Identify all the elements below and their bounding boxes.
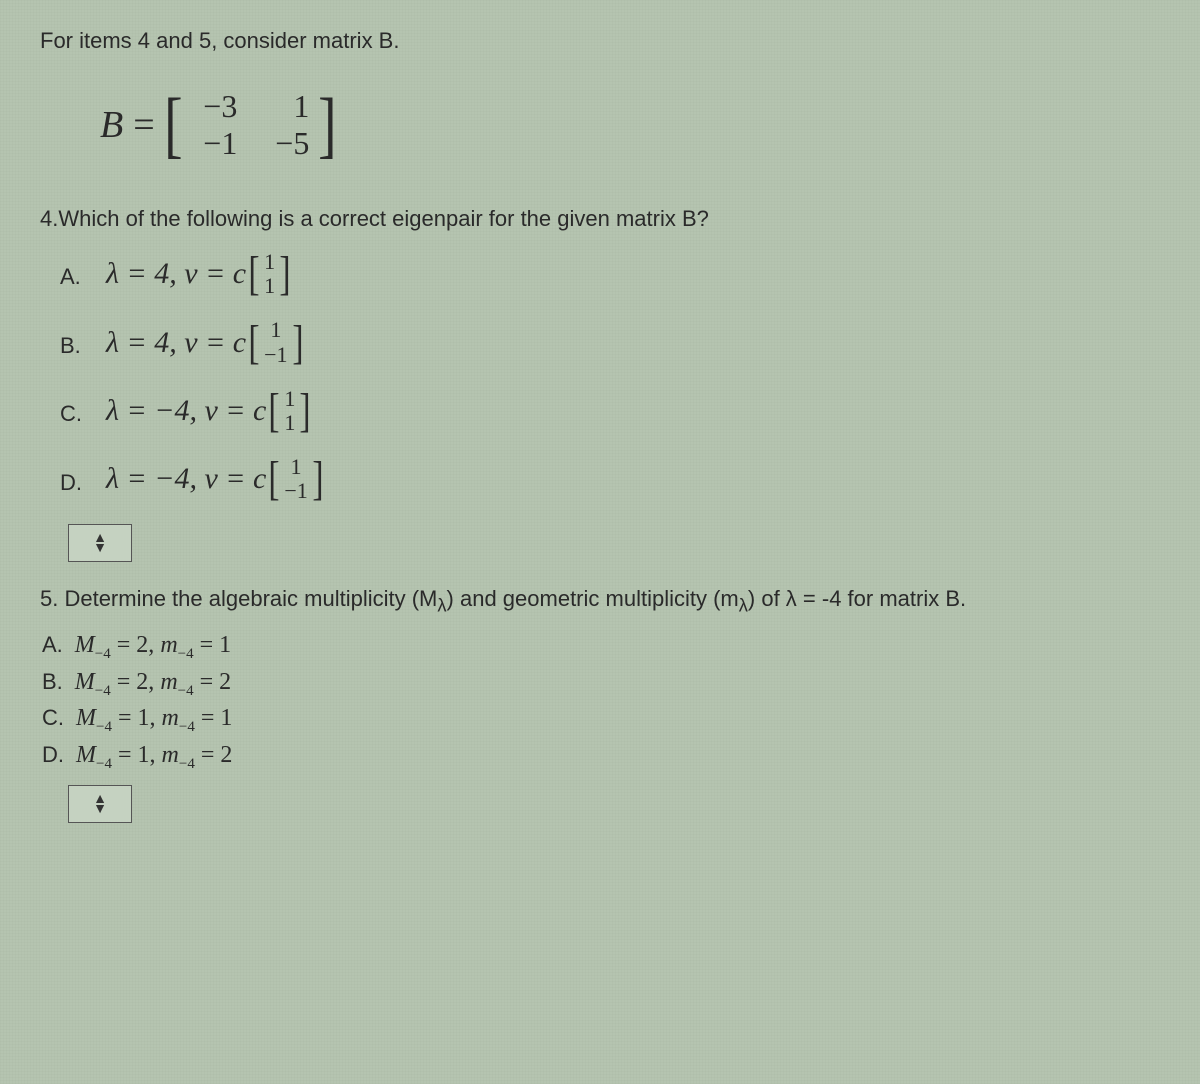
option-letter: A. xyxy=(60,264,88,298)
M-sym: M xyxy=(75,632,95,658)
left-bracket: [ xyxy=(249,319,260,367)
m-sym: m xyxy=(162,742,179,768)
m-sub: −4 xyxy=(178,682,194,698)
vec-bot: 1 xyxy=(284,411,295,435)
m-val: = 1 xyxy=(201,705,233,731)
q4-answer-dropdown[interactable]: ▲▼ xyxy=(68,524,132,562)
m-val: = 1 xyxy=(200,632,232,658)
right-bracket: ] xyxy=(318,88,336,162)
q5-option-b: B. M−4 = 2, m−4 = 2 xyxy=(42,669,1160,700)
q5-answer-dropdown[interactable]: ▲▼ xyxy=(68,785,132,823)
q5-option-d: D. M−4 = 1, m−4 = 2 xyxy=(42,742,1160,773)
option-math: λ = 4, v = c [ 1 1 ] xyxy=(106,250,293,298)
m-cell-00: −3 xyxy=(191,88,237,125)
vec-bot: 1 xyxy=(264,274,275,298)
lambda-part: λ = 4, xyxy=(106,326,177,360)
vec-cells: 1 −1 xyxy=(262,318,289,366)
m-sub: −4 xyxy=(179,719,195,735)
option-letter: B. xyxy=(60,333,88,367)
vec-cells: 1 1 xyxy=(282,387,297,435)
vec-top: 1 xyxy=(284,455,307,479)
v-part: v = c xyxy=(184,257,246,291)
vec-bot: −1 xyxy=(264,343,287,367)
lambda-part: λ = −4, xyxy=(106,462,197,496)
m-val: = 2 xyxy=(200,669,232,695)
eq-sign: = xyxy=(133,103,154,147)
left-bracket: [ xyxy=(269,455,280,503)
M-sub: −4 xyxy=(95,682,111,698)
M-sub: −4 xyxy=(96,756,112,772)
dropdown-caret-icon: ▲▼ xyxy=(93,794,107,814)
q5-text-mid: ) and geometric multiplicity (m xyxy=(447,586,739,611)
M-val: = 2, xyxy=(117,632,155,658)
lambda-part: λ = −4, xyxy=(106,394,197,428)
left-bracket: [ xyxy=(249,250,260,298)
matrix-cells: −3 1 −1 −5 xyxy=(185,84,315,166)
M-sym: M xyxy=(76,705,96,731)
q5-text: 5. Determine the algebraic multiplicity … xyxy=(40,586,1160,616)
right-bracket: ] xyxy=(280,250,291,298)
M-sym: M xyxy=(76,742,96,768)
m-sym: m xyxy=(162,705,179,731)
M-sym: M xyxy=(75,669,95,695)
right-bracket: ] xyxy=(312,455,323,503)
q5-options: A. M−4 = 2, m−4 = 1 B. M−4 = 2, m−4 = 2 … xyxy=(42,632,1160,773)
M-val: = 2, xyxy=(117,669,155,695)
option-letter: A. xyxy=(42,632,63,657)
q5-text-pre: 5. Determine the algebraic multiplicity … xyxy=(40,586,437,611)
m-sym: m xyxy=(160,632,177,658)
q4-text: 4.Which of the following is a correct ei… xyxy=(40,206,1160,232)
v-part: v = c xyxy=(184,326,246,360)
option-letter: D. xyxy=(42,742,64,767)
q5-sub1: λ xyxy=(437,594,446,615)
matrix-lhs: B xyxy=(100,103,123,147)
option-letter: B. xyxy=(42,669,63,694)
M-sub: −4 xyxy=(95,646,111,662)
q4-option-d: D. λ = −4, v = c [ 1 −1 ] xyxy=(60,455,1160,503)
left-bracket: [ xyxy=(164,88,182,162)
m-cell-01: 1 xyxy=(263,88,309,125)
M-val: = 1, xyxy=(118,705,156,731)
option-math: λ = −4, v = c [ 1 −1 ] xyxy=(106,455,326,503)
M-sub: −4 xyxy=(96,719,112,735)
v-part: v = c xyxy=(204,462,266,496)
vec-top: 1 xyxy=(264,250,275,274)
dropdown-caret-icon: ▲▼ xyxy=(93,533,107,553)
q5-option-c: C. M−4 = 1, m−4 = 1 xyxy=(42,705,1160,736)
m-sub: −4 xyxy=(179,756,195,772)
right-bracket: ] xyxy=(300,387,311,435)
q5-sub2: λ xyxy=(739,594,748,615)
M-val: = 1, xyxy=(118,742,156,768)
m-cell-10: −1 xyxy=(191,125,237,162)
m-sub: −4 xyxy=(178,646,194,662)
right-bracket: ] xyxy=(292,319,303,367)
vec-top: 1 xyxy=(284,387,295,411)
v-part: v = c xyxy=(204,394,266,428)
q5-text-post: ) of λ = -4 for matrix B. xyxy=(748,586,966,611)
q5-option-a: A. M−4 = 2, m−4 = 1 xyxy=(42,632,1160,663)
option-letter: D. xyxy=(60,470,88,504)
vec-bot: −1 xyxy=(284,479,307,503)
m-cell-11: −5 xyxy=(263,125,309,162)
matrix-definition: B = [ −3 1 −1 −5 ] xyxy=(100,84,1160,166)
m-val: = 2 xyxy=(201,742,233,768)
option-letter: C. xyxy=(42,705,64,730)
m-sym: m xyxy=(160,669,177,695)
intro-text: For items 4 and 5, consider matrix B. xyxy=(40,28,1160,54)
left-bracket: [ xyxy=(269,387,280,435)
option-math: λ = 4, v = c [ 1 −1 ] xyxy=(106,318,306,366)
q4-option-a: A. λ = 4, v = c [ 1 1 ] xyxy=(60,250,1160,298)
q4-option-c: C. λ = −4, v = c [ 1 1 ] xyxy=(60,387,1160,435)
option-letter: C. xyxy=(60,401,88,435)
q4-options: A. λ = 4, v = c [ 1 1 ] B. λ = 4, v = c … xyxy=(60,250,1160,504)
vec-cells: 1 1 xyxy=(262,250,277,298)
vec-cells: 1 −1 xyxy=(282,455,309,503)
q4-option-b: B. λ = 4, v = c [ 1 −1 ] xyxy=(60,318,1160,366)
vec-top: 1 xyxy=(264,318,287,342)
lambda-part: λ = 4, xyxy=(106,257,177,291)
option-math: λ = −4, v = c [ 1 1 ] xyxy=(106,387,313,435)
